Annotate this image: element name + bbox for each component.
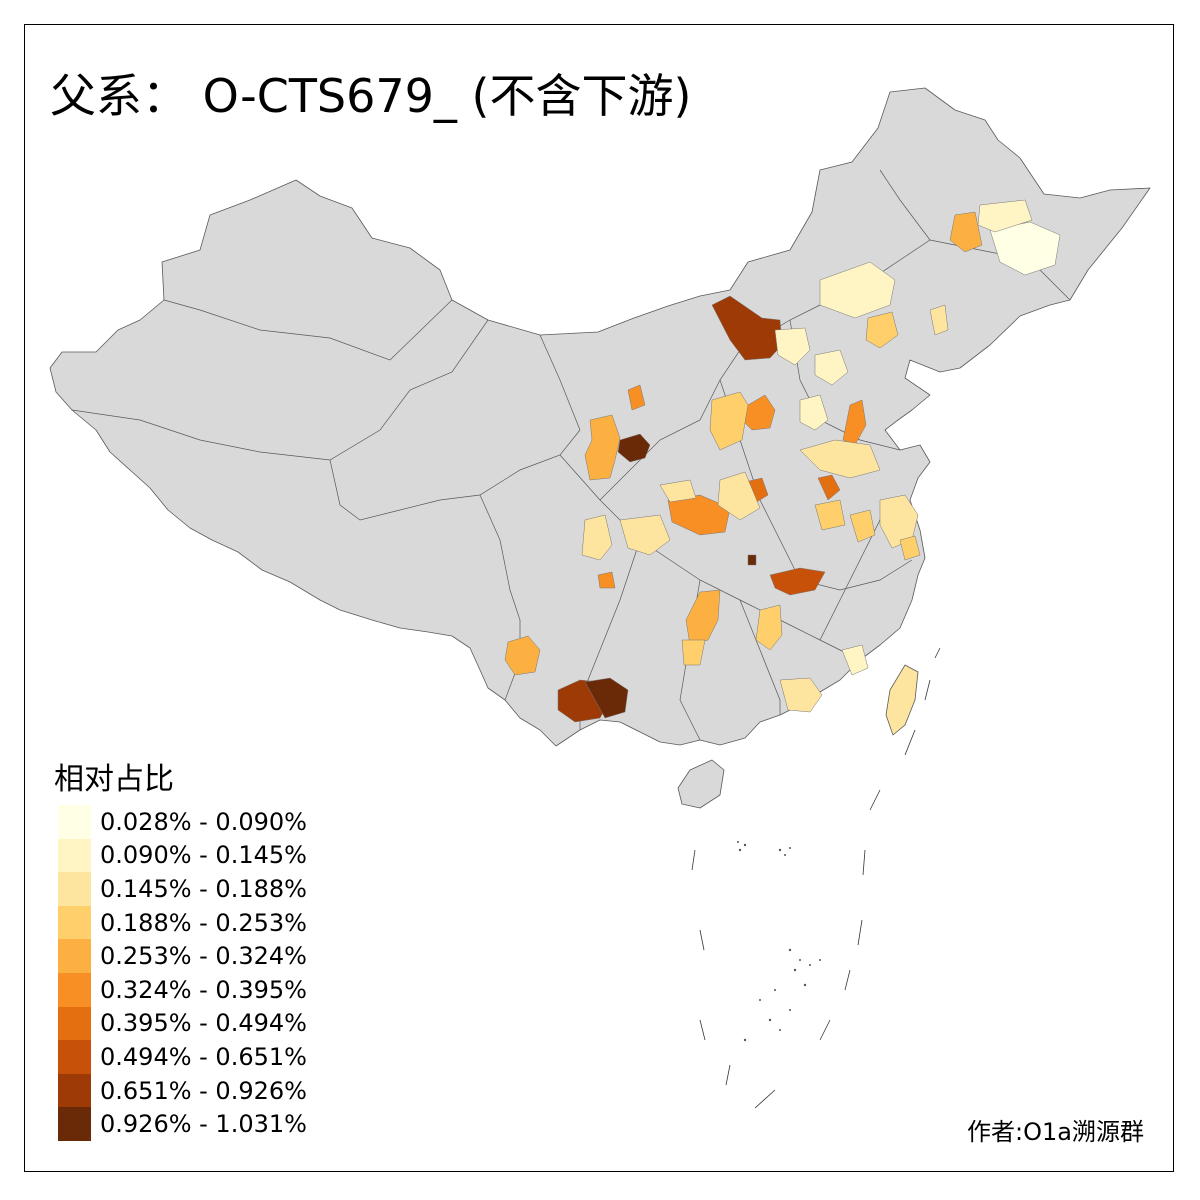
province-border bbox=[163, 299, 453, 361]
province-border bbox=[739, 599, 781, 715]
region-gansu-1 bbox=[584, 414, 621, 481]
legend: 0.028% - 0.090% 0.090% - 0.145% 0.145% - 0… bbox=[58, 805, 307, 1141]
region-fujian bbox=[841, 644, 869, 676]
region-heilongjiang-2 bbox=[977, 199, 1033, 233]
region-jilin-2 bbox=[865, 311, 899, 349]
legend-label: 0.253% - 0.324% bbox=[100, 942, 307, 971]
scs-dash bbox=[754, 1089, 776, 1109]
region-henan-3 bbox=[717, 471, 761, 521]
legend-swatch bbox=[58, 805, 91, 839]
region-hubei-2 bbox=[747, 554, 757, 566]
legend-label: 0.188% - 0.253% bbox=[100, 908, 307, 937]
region-shandong-2 bbox=[799, 439, 881, 479]
scs-dash bbox=[699, 1019, 706, 1041]
map-title: 父系： O-CTS679_ (不含下游) bbox=[50, 69, 692, 123]
region-hubei-1 bbox=[769, 567, 826, 596]
scs-dash bbox=[862, 849, 866, 876]
scs-dash bbox=[869, 789, 881, 811]
region-anhui bbox=[814, 499, 846, 531]
legend-label: 0.651% - 0.926% bbox=[100, 1076, 307, 1105]
legend-swatch bbox=[58, 1006, 91, 1041]
legend-label: 0.145% - 0.188% bbox=[100, 874, 307, 903]
scs-dash bbox=[725, 1064, 731, 1086]
province-border bbox=[539, 334, 581, 431]
legend-label: 0.028% - 0.090% bbox=[100, 807, 307, 836]
province-border bbox=[879, 169, 931, 241]
region-hebei-1 bbox=[842, 399, 867, 446]
legend-label: 0.494% - 0.651% bbox=[100, 1042, 307, 1071]
region-sichuan-2 bbox=[597, 571, 616, 589]
legend-label: 0.324% - 0.395% bbox=[100, 975, 307, 1004]
region-yunnan-2 bbox=[584, 677, 629, 719]
legend-swatch bbox=[58, 872, 91, 906]
legend-item: 0.145% - 0.188% bbox=[58, 872, 307, 906]
province-border bbox=[719, 379, 913, 591]
scs-dash bbox=[691, 849, 696, 871]
legend-item: 0.324% - 0.395% bbox=[58, 972, 307, 1007]
region-beijing bbox=[814, 349, 849, 386]
region-zhejiang bbox=[899, 535, 921, 561]
region-yinchuan bbox=[617, 433, 651, 463]
scs-dash bbox=[699, 929, 705, 951]
author-credit: 作者:O1a溯源群 bbox=[967, 1118, 1144, 1146]
region-jilin-1 bbox=[819, 261, 896, 319]
region-hunan-2 bbox=[755, 604, 783, 651]
legend-item: 0.926% - 1.031% bbox=[58, 1107, 307, 1141]
legend-label: 0.926% - 1.031% bbox=[100, 1110, 307, 1139]
legend-label: 0.395% - 0.494% bbox=[100, 1009, 307, 1038]
region-yunnan-3 bbox=[504, 635, 541, 676]
legend-swatch bbox=[58, 1107, 91, 1141]
scs-dash bbox=[924, 679, 931, 701]
legend-swatch bbox=[58, 838, 91, 873]
taiwan-island bbox=[885, 664, 919, 736]
legend-label: 0.090% - 0.145% bbox=[100, 841, 307, 870]
hainan-island bbox=[677, 759, 725, 809]
scs-dash bbox=[934, 647, 941, 659]
region-gansu-2 bbox=[627, 384, 646, 411]
region-shanxi-north bbox=[774, 327, 811, 366]
province-border bbox=[329, 429, 581, 521]
legend-swatch bbox=[58, 1073, 91, 1108]
legend-item: 0.090% - 0.145% bbox=[58, 838, 307, 873]
mainland-outline bbox=[49, 87, 1151, 747]
legend-title: 相对占比 bbox=[54, 762, 174, 797]
region-guangxi bbox=[681, 639, 706, 666]
region-heilongjiang-1 bbox=[989, 221, 1061, 276]
legend-swatch bbox=[58, 1040, 91, 1074]
legend-item: 0.188% - 0.253% bbox=[58, 905, 307, 940]
region-chongqing bbox=[619, 514, 671, 556]
legend-item: 0.028% - 0.090% bbox=[58, 805, 307, 839]
scs-dash bbox=[857, 919, 863, 946]
legend-swatch bbox=[58, 972, 91, 1007]
region-shandong-1 bbox=[817, 474, 841, 501]
region-heilongjiang-3 bbox=[949, 211, 983, 253]
region-liaoning bbox=[929, 304, 949, 336]
region-hunan-1 bbox=[685, 589, 721, 646]
legend-item: 0.395% - 0.494% bbox=[58, 1006, 307, 1041]
region-hebei-2 bbox=[799, 394, 829, 431]
legend-swatch bbox=[58, 939, 91, 973]
scs-dash bbox=[904, 729, 916, 756]
scs-dash bbox=[819, 1019, 831, 1041]
legend-item: 0.494% - 0.651% bbox=[58, 1040, 307, 1074]
legend-item: 0.651% - 0.926% bbox=[58, 1073, 307, 1108]
region-sichuan-1 bbox=[581, 514, 613, 561]
legend-item: 0.253% - 0.324% bbox=[58, 939, 307, 973]
region-jiangsu-2 bbox=[849, 509, 876, 543]
scs-dash bbox=[844, 969, 851, 991]
legend-swatch bbox=[58, 905, 91, 940]
region-henan-1 bbox=[667, 494, 731, 536]
region-shaanxi-1 bbox=[659, 479, 697, 503]
region-guangdong-1 bbox=[779, 677, 823, 713]
region-shanxi-2 bbox=[709, 391, 749, 451]
